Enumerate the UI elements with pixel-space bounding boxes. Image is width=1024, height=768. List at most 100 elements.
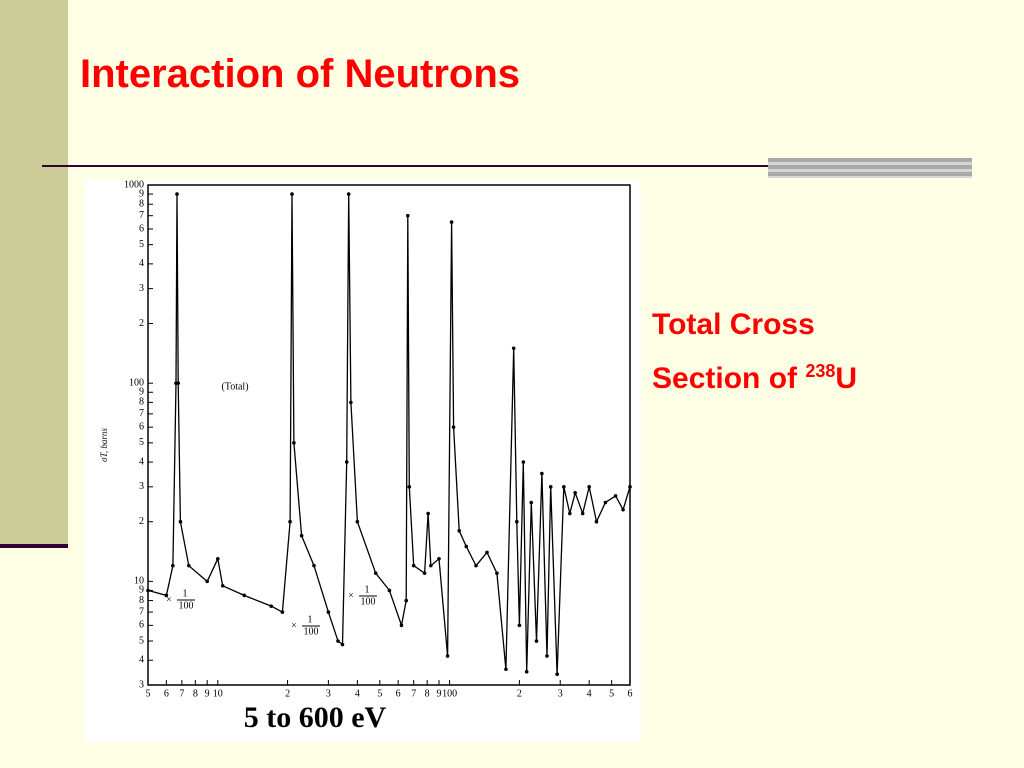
y-axis-label: σT, barns [99, 428, 109, 462]
data-point [164, 593, 169, 598]
data-point [495, 571, 499, 575]
data-point [187, 563, 191, 568]
x-tick-label: 7 [179, 688, 184, 699]
data-point [529, 500, 534, 505]
x-tick-label: 3 [326, 688, 331, 699]
data-point [269, 604, 274, 608]
data-point [594, 519, 599, 524]
data-point [580, 511, 585, 516]
element: U [835, 362, 858, 395]
y-tick-label: 3 [139, 481, 144, 492]
data-point [220, 583, 225, 588]
x-axis-label: 5 to 600 eV [244, 701, 387, 734]
data-point [405, 213, 410, 218]
y-tick-label: 1000 [124, 180, 144, 190]
data-point [355, 519, 360, 524]
data-point [349, 400, 353, 405]
x-tick-label: 2 [517, 688, 522, 699]
y-tick-label: 9 [139, 387, 144, 398]
scale-sign: × [348, 590, 354, 601]
scale-den: 100 [361, 596, 376, 607]
y-tick-label: 4 [139, 456, 144, 467]
data-point [171, 563, 175, 568]
x-tick-label: 5 [609, 688, 614, 699]
annotation: (Total) [221, 381, 248, 392]
data-point [587, 485, 591, 489]
data-point [292, 441, 296, 445]
data-point [464, 544, 469, 549]
data-point [299, 533, 304, 538]
scale-num: 1 [308, 614, 313, 625]
x-tick-label: 4 [355, 688, 360, 699]
data-point [548, 485, 553, 489]
data-point [485, 550, 489, 555]
y-tick-label: 8 [139, 595, 144, 606]
data-point [336, 639, 340, 643]
y-tick-label: 3 [139, 679, 144, 690]
data-point [451, 425, 456, 429]
data-point [399, 623, 404, 628]
data-point [344, 460, 349, 464]
y-tick-label: 9 [139, 585, 144, 596]
data-point [288, 519, 292, 524]
caption-line: Total Cross [652, 308, 815, 341]
x-tick-label: 8 [193, 688, 198, 699]
scale-sign: × [291, 620, 297, 631]
data-point [387, 588, 392, 593]
data-point [521, 460, 526, 464]
scale-sign: × [166, 594, 172, 605]
x-tick-label: 10 [213, 688, 223, 699]
caption-text: Section of [652, 362, 806, 395]
data-point [404, 598, 409, 603]
plot-frame [147, 184, 631, 686]
data-point [573, 490, 577, 495]
data-point [628, 485, 632, 489]
x-tick-label: 3 [558, 688, 563, 699]
data-point [437, 556, 441, 561]
data-point [346, 192, 351, 196]
data-point [373, 571, 378, 575]
y-tick-label: 3 [139, 283, 144, 294]
data-point [621, 507, 625, 512]
data-point [445, 654, 450, 658]
data-point [242, 593, 246, 598]
scale-den: 100 [179, 600, 194, 611]
data-point [511, 346, 516, 351]
data-point [555, 672, 559, 677]
data-point [312, 563, 316, 568]
data-point [205, 579, 209, 584]
y-tick-label: 10 [134, 576, 144, 587]
slide-title: Interaction of Neutrons [80, 52, 521, 96]
y-tick-label: 100 [129, 377, 144, 388]
data-point [326, 610, 331, 614]
x-tick-label: 8 [425, 688, 430, 699]
y-tick-label: 5 [139, 239, 144, 250]
y-tick-label: 2 [139, 516, 144, 527]
scale-num: 1 [365, 584, 370, 595]
data-point [176, 381, 181, 385]
y-tick-label: 5 [139, 437, 144, 448]
y-tick-label: 9 [139, 188, 144, 199]
y-tick-label: 2 [139, 318, 144, 329]
data-point [534, 639, 539, 643]
x-tick-label: 7 [411, 688, 416, 699]
y-tick-label: 6 [139, 421, 144, 432]
data-point [517, 623, 522, 628]
rule-block [768, 158, 972, 178]
data-point [422, 571, 427, 575]
y-tick-label: 5 [139, 635, 144, 646]
data-point [449, 220, 454, 224]
x-tick-label: 100 [442, 688, 457, 699]
y-tick-label: 4 [139, 258, 144, 269]
x-tick-label: 4 [587, 688, 592, 699]
x-tick-label: 9 [436, 688, 441, 699]
y-tick-label: 8 [139, 199, 144, 210]
caption-line: Section of 238U [652, 348, 857, 402]
y-tick-label: 6 [139, 223, 144, 234]
data-point [545, 654, 549, 658]
data-point [603, 500, 608, 505]
x-tick-label: 6 [396, 688, 401, 699]
x-tick-label: 5 [146, 688, 151, 699]
title-rule [42, 165, 972, 167]
